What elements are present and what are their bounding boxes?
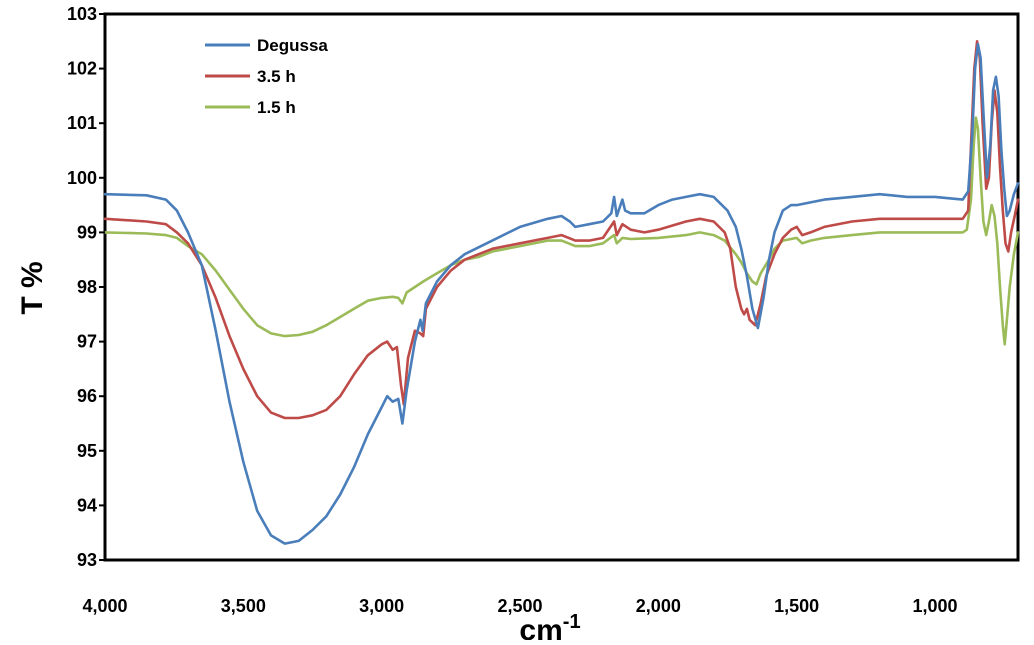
y-tick-label: 98 <box>77 277 97 297</box>
y-axis-label: T % <box>16 261 49 314</box>
y-tick-label: 96 <box>77 386 97 406</box>
y-axis-ticks: 93 94 95 96 97 98 99 100 101 102 103 <box>67 4 105 570</box>
x-axis-label-superscript: -1 <box>563 611 581 633</box>
y-tick-label: 93 <box>77 550 97 570</box>
x-axis-label-text: cm <box>519 614 562 640</box>
legend-label: Degussa <box>257 36 328 55</box>
x-tick-label: 2,500 <box>497 596 542 616</box>
y-tick-label: 97 <box>77 332 97 352</box>
legend-label: 3.5 h <box>257 67 296 86</box>
y-tick-label: 102 <box>67 59 97 79</box>
plot-area <box>103 12 1020 562</box>
x-tick-label: 3,500 <box>221 596 266 616</box>
x-axis-ticks: 4,000 3,500 3,000 2,500 2,000 1,500 1,000 <box>82 596 957 616</box>
x-tick-label: 1,000 <box>912 596 957 616</box>
y-tick-label: 95 <box>77 441 97 461</box>
y-tick-label: 101 <box>67 113 97 133</box>
legend: Degussa 3.5 h 1.5 h <box>205 36 328 117</box>
x-tick-label: 1,500 <box>774 596 819 616</box>
y-tick-label: 99 <box>77 222 97 242</box>
y-tick-label: 103 <box>67 4 97 24</box>
y-tick-label: 100 <box>67 168 97 188</box>
series-line-1-5-h <box>103 116 1020 346</box>
x-tick-label: 4,000 <box>82 596 127 616</box>
plot-frame <box>103 12 1020 562</box>
x-tick-label: 2,000 <box>636 596 681 616</box>
series-line-degussa <box>103 42 1020 545</box>
x-tick-label: 3,000 <box>359 596 404 616</box>
series-layer <box>103 40 1020 545</box>
x-axis-label: cm-1 <box>519 611 580 640</box>
y-tick-label: 94 <box>77 495 97 515</box>
legend-label: 1.5 h <box>257 98 296 117</box>
